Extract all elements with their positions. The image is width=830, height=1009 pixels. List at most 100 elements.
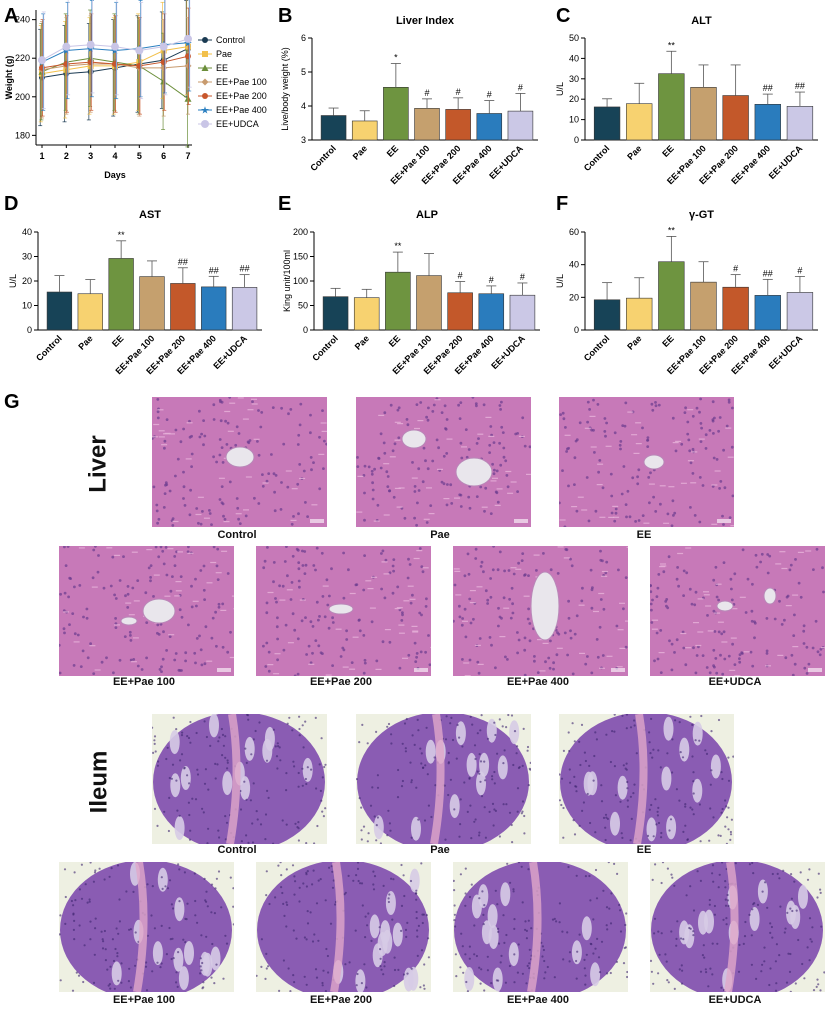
panel-label-e: E [278, 193, 291, 215]
legend-label: EE [216, 63, 228, 73]
y-tick-label: 40 [569, 53, 579, 63]
x-tick-label: 2 [64, 151, 69, 161]
x-tick-label: 1 [39, 151, 44, 161]
bar [626, 297, 653, 331]
y-tick-label: 4 [301, 101, 306, 111]
x-tick-label: Control [34, 333, 64, 363]
y-tick-label: 20 [22, 276, 32, 286]
significance-label: ## [209, 265, 219, 275]
bar [722, 286, 749, 331]
significance-label: # [518, 82, 523, 92]
y-tick-label: 20 [569, 292, 579, 302]
x-tick-label: 3 [88, 151, 93, 161]
x-tick-label: EE+UDCA [487, 143, 525, 181]
y-tick-label: 100 [293, 276, 308, 286]
y-tick-label: 0 [574, 325, 579, 335]
legend-marker [202, 37, 208, 43]
ileum-caption: EE+Pae 400 [506, 994, 570, 1006]
data-point [159, 42, 168, 51]
significance-label: # [456, 87, 461, 97]
bar [416, 275, 442, 331]
x-tick-label: EE [385, 143, 401, 159]
bar [509, 294, 536, 331]
liver-micrograph [356, 397, 531, 527]
legend-label: EE+UDCA [216, 119, 259, 129]
data-point [111, 42, 119, 51]
liver-caption: EE+Pae 400 [506, 676, 570, 688]
bar [786, 292, 814, 331]
significance-label: ** [668, 225, 676, 235]
x-tick-label: 7 [185, 151, 190, 161]
y-tick-label: 220 [15, 53, 30, 63]
significance-label: ** [394, 241, 402, 251]
significance-label: # [424, 88, 429, 98]
significance-label: ## [178, 257, 188, 267]
significance-label: ## [795, 81, 805, 91]
ileum-micrograph [59, 862, 234, 992]
y-tick-label: 50 [569, 33, 579, 43]
significance-label: # [487, 90, 492, 100]
significance-label: # [520, 272, 525, 282]
bar [507, 110, 534, 141]
y-tick-label: 3 [301, 135, 306, 145]
y-tick-label: 40 [569, 260, 579, 270]
x-tick-label: EE [387, 333, 403, 349]
liver-micrograph [256, 546, 431, 676]
significance-label: # [733, 264, 738, 274]
chart-title: ALT [691, 15, 712, 27]
liver-micrograph [59, 546, 234, 676]
ileum-caption: Control [217, 844, 257, 856]
liver-micrograph [650, 546, 825, 676]
y-tick-label: 6 [301, 33, 306, 43]
data-point: ★ [111, 46, 120, 57]
liver-caption: EE+Pae 100 [112, 676, 176, 688]
significance-label: # [489, 275, 494, 285]
y-tick-label: 0 [27, 325, 32, 335]
bar [46, 291, 73, 331]
ileum-label: Ileum [85, 750, 113, 814]
y-tick-label: 0 [303, 325, 308, 335]
bar [754, 104, 781, 141]
ileum-micrograph [559, 714, 734, 844]
x-tick-label: Pae [76, 333, 94, 351]
bar [139, 276, 165, 331]
y-axis-label: Weight (g) [4, 56, 14, 100]
ileum-micrograph [453, 862, 628, 992]
liver-micrograph [453, 546, 628, 676]
significance-label: ## [240, 264, 250, 274]
ileum-caption: EE+UDCA [708, 994, 762, 1006]
bar [383, 87, 409, 141]
legend: Control Pae EE EE+Pae 100 EE+Pae 200 ★ EE+Pae … [198, 35, 267, 129]
bar [351, 120, 378, 141]
bar [170, 283, 196, 331]
significance-label: * [394, 53, 398, 63]
bar [593, 299, 621, 331]
ileum-micrograph [650, 862, 825, 992]
bar [658, 261, 685, 331]
bar [690, 281, 717, 331]
y-tick-label: 60 [569, 227, 579, 237]
bar [593, 106, 621, 141]
y-axis-label: U/L [555, 82, 565, 96]
chart-title: Liver Index [396, 15, 455, 27]
bar [231, 287, 258, 331]
liver-caption: Control [217, 529, 257, 541]
y-tick-label: 180 [15, 130, 30, 140]
legend-marker [202, 51, 208, 57]
ileum-micrograph [356, 714, 531, 844]
x-tick-label: EE+UDCA [767, 143, 805, 181]
legend-label: EE+Pae 100 [216, 77, 267, 87]
bar [658, 73, 685, 141]
x-tick-label: Control [582, 143, 612, 173]
legend-marker: ★ [201, 106, 210, 117]
ileum-caption: Pae [430, 844, 450, 856]
y-tick-label: 30 [22, 252, 32, 262]
chart-b: Liver Index 3 4 5 6 Live/body weight (%) Contr… [280, 15, 538, 186]
data-point: ★ [86, 44, 95, 55]
y-tick-label: 30 [569, 74, 579, 84]
y-tick-label: 50 [298, 301, 308, 311]
bar [385, 271, 411, 331]
